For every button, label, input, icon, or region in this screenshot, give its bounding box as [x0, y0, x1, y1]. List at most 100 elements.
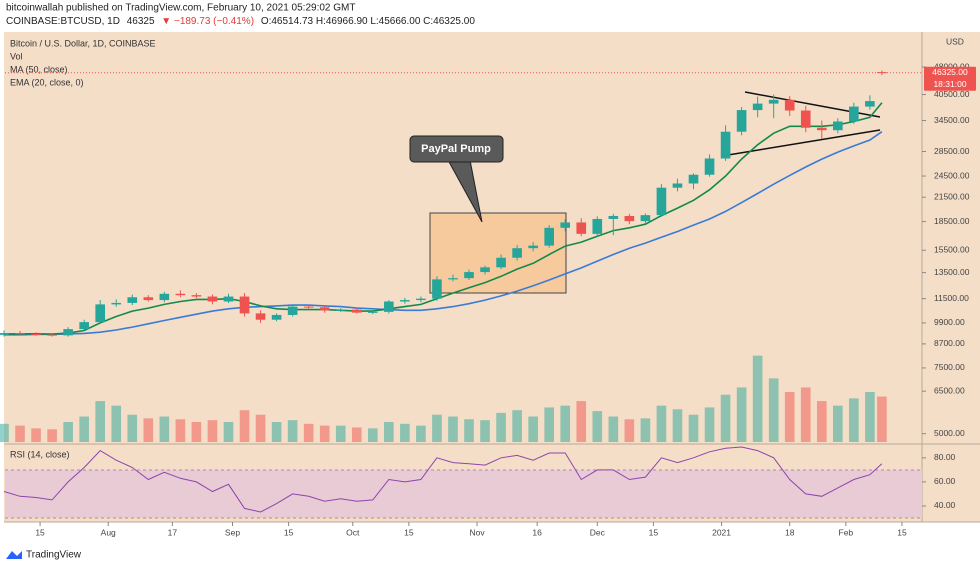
candle-body	[175, 293, 186, 296]
candle-body	[79, 322, 89, 330]
footer[interactable]: TradingView	[6, 550, 82, 561]
volume-bar	[255, 414, 266, 442]
candle-body	[15, 333, 25, 335]
y-tick-label: 11500.00	[934, 293, 969, 303]
y-tick-label: 8700.00	[934, 338, 965, 348]
candle-body	[672, 183, 683, 188]
volume-bar	[384, 422, 394, 442]
candle-body	[400, 300, 410, 302]
candle-body	[223, 296, 234, 302]
candle-body	[480, 267, 490, 273]
volume-bar	[223, 422, 234, 442]
candle-body	[464, 272, 474, 279]
volume-bar	[464, 419, 474, 442]
volume-bar	[416, 425, 426, 442]
candle-body	[624, 215, 635, 222]
rsi-line	[3, 446, 883, 513]
volume-bar	[560, 405, 571, 442]
candle-body	[752, 103, 763, 111]
volume-bar	[432, 414, 442, 442]
last-price-label: 46325.00	[932, 67, 968, 77]
volume-bar	[688, 414, 699, 442]
candle-body	[784, 99, 795, 111]
volume-bar	[512, 410, 522, 442]
x-tick-label: 15	[897, 527, 907, 537]
candle-body	[560, 222, 571, 228]
symbol-line: COINBASE:BTCUSD, 1D 46325 ▼ −189.73 (−0.…	[6, 16, 475, 27]
legend-volume: Vol	[10, 51, 23, 61]
brand: TradingView	[26, 550, 82, 561]
x-tick-label: 16	[532, 527, 542, 537]
volume-bar	[544, 407, 554, 442]
volume-bar	[865, 392, 875, 442]
candle-body	[287, 306, 298, 315]
y-tick-label: 18500.00	[934, 216, 970, 226]
candle-body	[416, 298, 426, 301]
candle-body	[95, 304, 106, 323]
candle-body	[127, 297, 138, 303]
volume-bar	[816, 401, 827, 442]
candle-body	[688, 174, 699, 184]
candle-body	[512, 248, 522, 258]
y-tick-label: 13500.00	[934, 267, 970, 277]
candle-body	[384, 301, 394, 312]
change: ▼ −189.73 (−0.41%)	[161, 16, 254, 27]
line-series	[4, 131, 883, 336]
candle-body	[335, 309, 346, 311]
last: 46325	[127, 16, 155, 27]
candle-body	[816, 127, 827, 131]
volume-bar	[79, 416, 89, 442]
volume-bar	[480, 420, 490, 442]
y-tick-label: 7500.00	[934, 362, 965, 372]
volume-bar	[15, 425, 25, 442]
candle-body	[704, 158, 715, 175]
candle-body	[31, 333, 41, 335]
volume-bar	[877, 396, 887, 442]
volume-bar	[720, 394, 731, 442]
x-tick-label: 15	[35, 527, 45, 537]
candle-body	[544, 227, 554, 246]
volume-bar	[271, 422, 282, 442]
candle-body	[47, 334, 57, 336]
y-tick-label: 9900.00	[934, 317, 965, 327]
x-tick-label: 2021	[712, 527, 731, 537]
volume-bar	[31, 428, 41, 442]
candle-body	[351, 309, 362, 313]
candle-body	[207, 296, 218, 302]
candle-body	[303, 306, 314, 308]
volume-bar	[207, 420, 218, 442]
candle-body	[800, 110, 811, 128]
y-tick-label: 80.00	[934, 452, 956, 462]
volume-bar	[159, 416, 170, 442]
volume-bar	[640, 418, 651, 442]
volume-bar	[127, 414, 138, 442]
candle-body	[528, 245, 538, 249]
legend-rsi: RSI (14, close)	[10, 449, 70, 459]
volume-bar	[608, 416, 619, 442]
x-tick-label: 15	[649, 527, 659, 537]
candle-body	[143, 297, 154, 301]
rsi-band	[5, 470, 922, 518]
volume-bar	[47, 429, 57, 442]
volume-bar	[704, 407, 715, 442]
candle-body	[271, 314, 282, 320]
x-tick-label: 18	[785, 527, 795, 537]
volume-bar	[335, 425, 346, 442]
candle-body	[496, 257, 506, 268]
logo	[6, 551, 22, 559]
trend-line	[727, 129, 881, 156]
volume-bar	[0, 423, 9, 442]
y-tick-label: 40500.00	[934, 89, 970, 99]
candle-body	[111, 302, 122, 305]
candle-body	[63, 329, 73, 336]
candle-body	[656, 187, 667, 216]
volume-bar	[95, 401, 106, 442]
x-tick-label: 17	[168, 527, 178, 537]
volume-bar	[833, 405, 843, 442]
volume-bar	[800, 387, 811, 442]
x-tick-label: 15	[284, 527, 294, 537]
ohlc: O:46514.73 H:46966.90 L:45666.00 C:46325…	[261, 16, 476, 27]
candle-body	[367, 311, 378, 313]
x-tick-label: Sep	[225, 527, 240, 537]
y-tick-label: 15500.00	[934, 245, 970, 255]
